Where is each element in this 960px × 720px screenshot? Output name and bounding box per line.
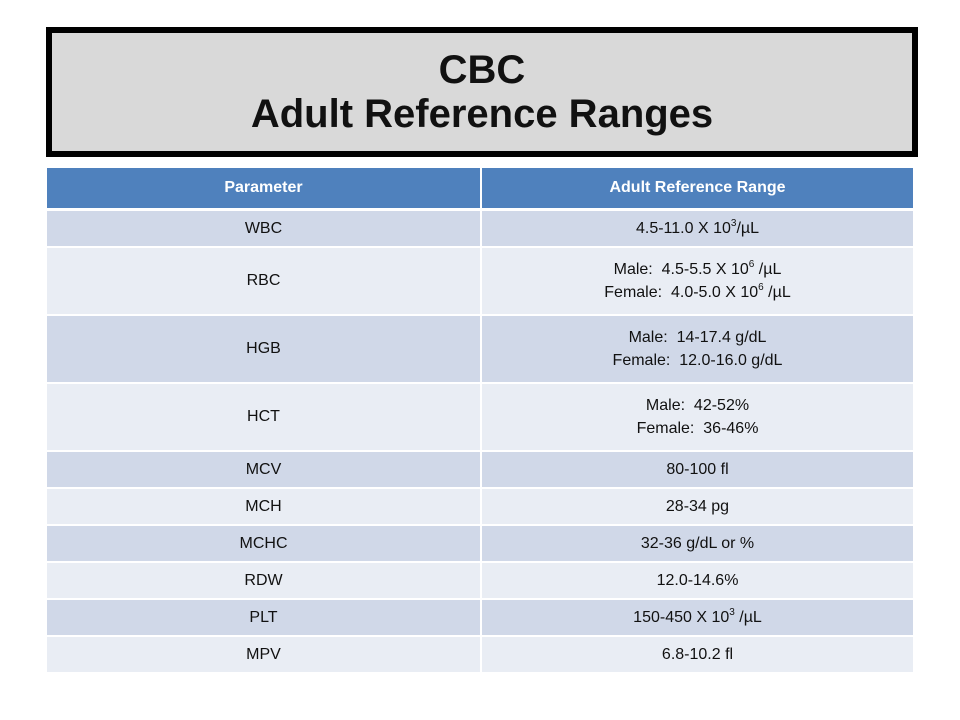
table-row: MCV 80-100 fl bbox=[47, 450, 913, 488]
range-text: Male: 4.5-5.5 X 10 bbox=[613, 261, 749, 278]
range-line: Male: 4.5-5.5 X 106 /µL bbox=[482, 258, 913, 281]
range-text: Male: 14-17.4 g/dL bbox=[628, 329, 767, 346]
parameter-cell: HCT bbox=[47, 382, 481, 451]
range-unit: /µL bbox=[736, 220, 759, 237]
range-text: Female: 12.0-16.0 g/dL bbox=[612, 352, 783, 369]
range-cell: Male: 4.5-5.5 X 106 /µL Female: 4.0-5.0 X… bbox=[480, 246, 913, 315]
range-cell: 6.8-10.2 fl bbox=[480, 635, 913, 672]
column-header-range: Adult Reference Range bbox=[480, 168, 913, 211]
range-text: 150-450 X 10 bbox=[633, 609, 730, 626]
range-text: 4.5-11.0 X 10 bbox=[635, 220, 731, 237]
range-line: 28-34 pg bbox=[482, 495, 913, 518]
range-text: 28-34 pg bbox=[665, 498, 730, 515]
range-text: 12.0-14.6% bbox=[656, 572, 739, 589]
parameter-cell: HGB bbox=[47, 314, 481, 383]
column-header-parameter: Parameter bbox=[47, 168, 481, 211]
range-cell: 4.5-11.0 X 103/µL bbox=[480, 208, 913, 247]
table-row: WBC 4.5-11.0 X 103/µL bbox=[47, 208, 913, 247]
range-text: 32-36 g/dL or % bbox=[640, 535, 755, 552]
table-body: WBC 4.5-11.0 X 103/µL RBC Male: 4.5-5.5 X 1… bbox=[47, 208, 913, 672]
range-line: 4.5-11.0 X 103/µL bbox=[482, 217, 913, 240]
range-unit: /µL bbox=[734, 609, 762, 626]
range-unit: /µL bbox=[754, 261, 782, 278]
table-row: PLT 150-450 X 103 /µL bbox=[47, 598, 913, 636]
table-header-row: Parameter Adult Reference Range bbox=[47, 168, 913, 211]
table-row: MCHC 32-36 g/dL or % bbox=[47, 524, 913, 562]
table-row: HGB Male: 14-17.4 g/dL Female: 12.0-16.0 g… bbox=[47, 314, 913, 383]
exponent: 3 bbox=[729, 607, 735, 618]
range-cell: 28-34 pg bbox=[480, 487, 913, 525]
range-line: 150-450 X 103 /µL bbox=[482, 606, 913, 629]
exponent: 6 bbox=[758, 282, 764, 293]
table-row: MPV 6.8-10.2 fl bbox=[47, 635, 913, 672]
table-row: RBC Male: 4.5-5.5 X 106 /µL Female: 4.0-5.… bbox=[47, 246, 913, 315]
table-row: RDW 12.0-14.6% bbox=[47, 561, 913, 599]
range-text: Male: 42-52% bbox=[645, 397, 750, 414]
parameter-cell: MCV bbox=[47, 450, 481, 488]
range-text: Female: 36-46% bbox=[636, 420, 759, 437]
range-line: Male: 42-52% bbox=[482, 394, 913, 417]
table-row: HCT Male: 42-52% Female: 36-46% bbox=[47, 382, 913, 451]
range-line: Female: 12.0-16.0 g/dL bbox=[482, 349, 913, 372]
range-line: Female: 4.0-5.0 X 106 /µL bbox=[482, 281, 913, 304]
range-cell: 32-36 g/dL or % bbox=[480, 524, 913, 562]
exponent: 6 bbox=[748, 259, 755, 270]
range-cell: 80-100 fl bbox=[480, 450, 913, 488]
range-line: 32-36 g/dL or % bbox=[482, 532, 913, 555]
range-line: Female: 36-46% bbox=[482, 417, 913, 440]
range-cell: Male: 14-17.4 g/dL Female: 12.0-16.0 g/dL bbox=[480, 314, 913, 383]
range-unit: /µL bbox=[763, 284, 791, 301]
parameter-cell: RBC bbox=[47, 246, 481, 315]
range-line: Male: 14-17.4 g/dL bbox=[482, 326, 913, 349]
parameter-cell: MCH bbox=[47, 487, 481, 525]
exponent: 3 bbox=[730, 218, 737, 229]
range-line: 6.8-10.2 fl bbox=[482, 643, 913, 666]
range-cell: Male: 42-52% Female: 36-46% bbox=[480, 382, 913, 451]
parameter-cell: MCHC bbox=[47, 524, 481, 562]
range-text: 6.8-10.2 fl bbox=[661, 646, 734, 663]
title-box: CBC Adult Reference Ranges bbox=[46, 27, 918, 157]
range-cell: 12.0-14.6% bbox=[480, 561, 913, 599]
range-line: 80-100 fl bbox=[482, 458, 913, 481]
title-line-2: Adult Reference Ranges bbox=[250, 92, 714, 136]
range-line: 12.0-14.6% bbox=[482, 569, 913, 592]
range-cell: 150-450 X 103 /µL bbox=[480, 598, 913, 636]
parameter-cell: MPV bbox=[47, 635, 481, 672]
range-text: Female: 4.0-5.0 X 10 bbox=[604, 284, 759, 301]
range-text: 80-100 fl bbox=[666, 461, 729, 478]
parameter-cell: RDW bbox=[47, 561, 481, 599]
parameter-cell: PLT bbox=[47, 598, 481, 636]
reference-range-table: Parameter Adult Reference Range WBC 4.5-1… bbox=[47, 168, 913, 672]
title-line-1: CBC bbox=[438, 48, 526, 92]
parameter-cell: WBC bbox=[47, 208, 481, 247]
table-row: MCH 28-34 pg bbox=[47, 487, 913, 525]
